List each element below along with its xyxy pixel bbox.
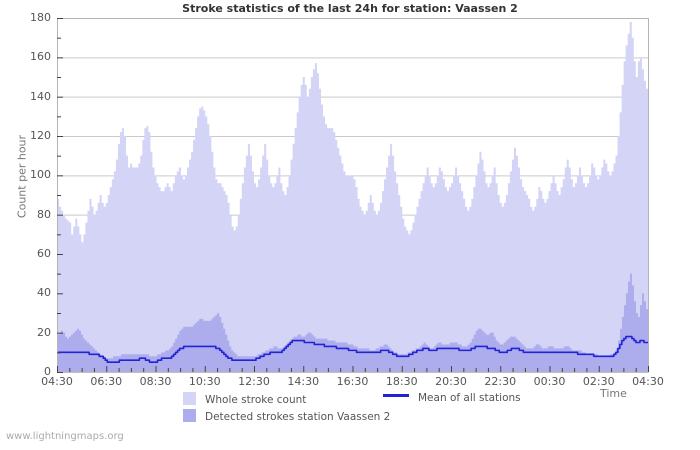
y-tick-label: 60: [37, 247, 51, 260]
x-axis-label: Time: [600, 387, 627, 400]
legend-item[interactable]: Mean of all stations: [383, 392, 521, 404]
y-tick-label: 40: [37, 286, 51, 300]
x-axis-ticks: [57, 366, 649, 372]
x-tick-label: 22:30: [484, 375, 517, 388]
legend-color-swatch: [183, 409, 196, 422]
legend-item[interactable]: Detected strokes station Vaassen 2: [183, 409, 390, 423]
y-tick-label: 160: [30, 50, 51, 64]
y-axis-ticks: [57, 18, 63, 373]
y-tick-label: 120: [30, 129, 51, 142]
data-layer: [57, 21, 648, 372]
y-tick-label: 20: [37, 325, 51, 339]
legend-item[interactable]: Whole stroke count: [183, 392, 306, 406]
chart-title: Stroke statistics of the last 24h for st…: [182, 2, 518, 15]
x-tick-label: 10:30: [188, 375, 221, 388]
line-mean-all-stations: [57, 335, 648, 363]
x-tick-label: 20:30: [435, 375, 467, 388]
chart-legend: Whole stroke count Detected strokes stati…: [0, 392, 700, 428]
legend-line-marker: [383, 394, 409, 397]
x-tick-label: 16:30: [336, 375, 369, 388]
x-tick-label: 04:30: [632, 375, 664, 388]
watermark: www.lightningmaps.org: [6, 431, 124, 442]
legend-label: Detected strokes station Vaassen 2: [205, 411, 391, 423]
y-tick-label: 80: [37, 207, 51, 221]
x-tick-label: 00:30: [533, 375, 566, 388]
legend-label: Whole stroke count: [205, 394, 307, 406]
legend-color-swatch: [183, 392, 196, 405]
y-tick-label: 140: [30, 89, 51, 103]
y-tick-label: 0: [44, 365, 51, 378]
x-tick-label: 18:30: [385, 375, 418, 388]
x-tick-label: 04:30: [41, 375, 73, 388]
x-tick-label: 08:30: [139, 375, 172, 388]
x-tick-label: 02:30: [582, 375, 615, 388]
y-tick-label: 100: [30, 168, 51, 182]
legend-label: Mean of all stations: [418, 392, 521, 404]
area-detected-strokes: [57, 273, 648, 372]
x-tick-label: 12:30: [238, 375, 270, 388]
x-tick-label: 14:30: [287, 375, 320, 388]
y-tick-label: 180: [30, 11, 51, 24]
area-whole-stroke-count: [57, 21, 648, 372]
x-tick-label: 06:30: [90, 375, 123, 388]
